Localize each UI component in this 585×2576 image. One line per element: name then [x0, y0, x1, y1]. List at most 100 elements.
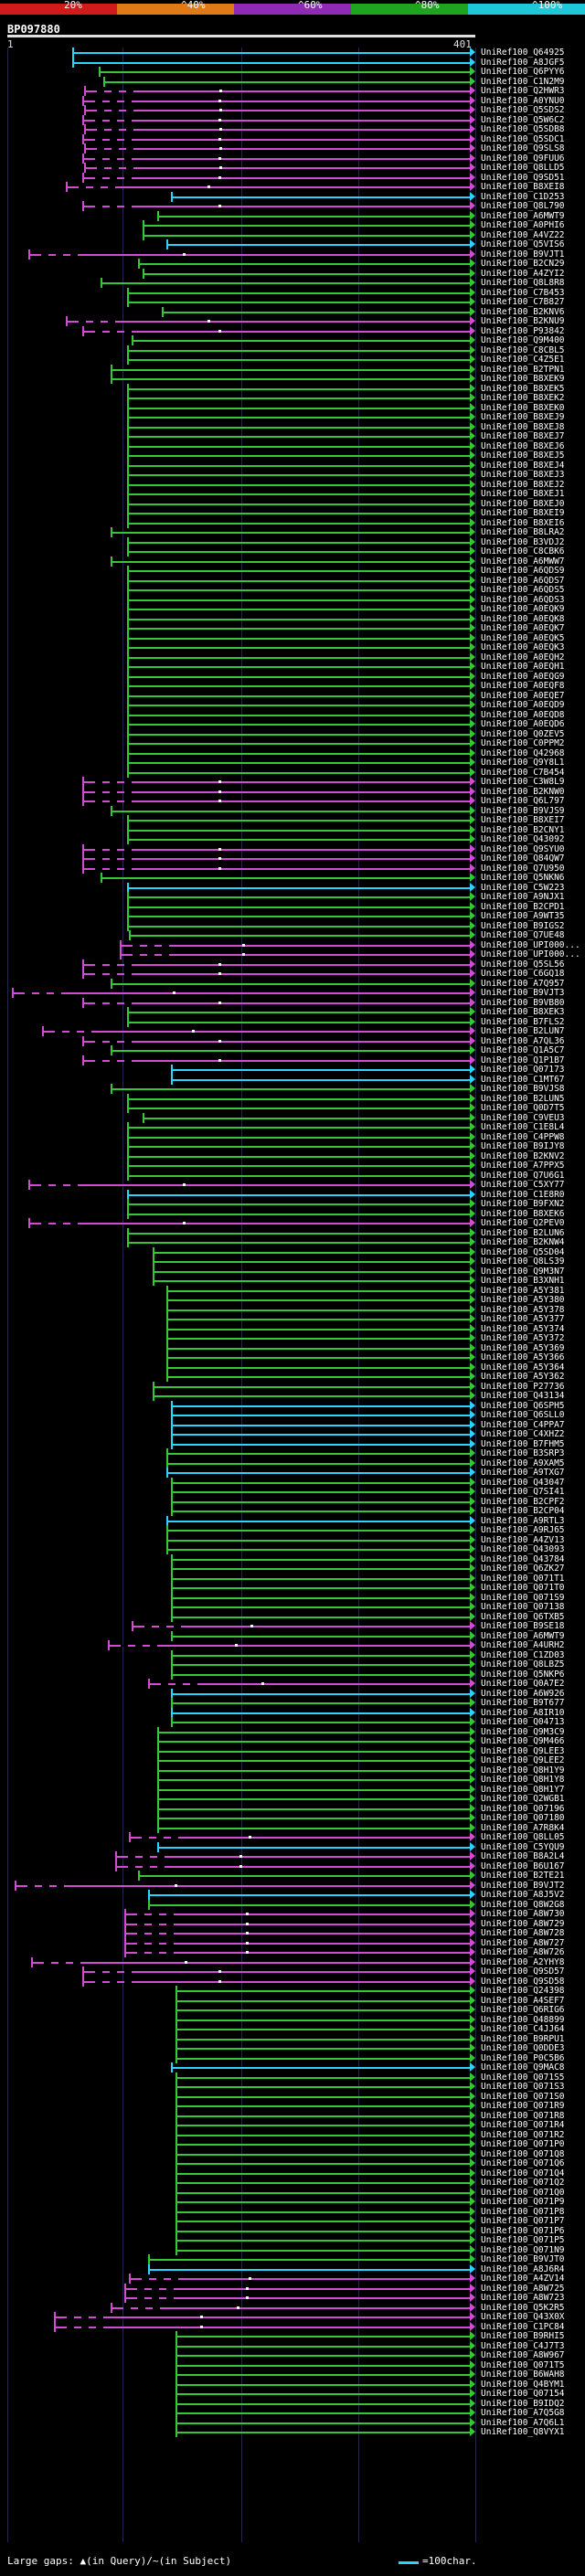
hit-row[interactable]: UniRef100_B8XEK2: [0, 393, 585, 403]
hit-alignment-line[interactable]: [124, 2287, 471, 2290]
hit-alignment-line[interactable]: [127, 349, 471, 352]
hit-alignment-line[interactable]: [171, 1635, 471, 1638]
hit-row[interactable]: UniRef100_B7FLS2: [0, 1016, 585, 1027]
hit-alignment-line[interactable]: [166, 1299, 471, 1301]
hit-accession-link[interactable]: UniRef100_Q1A5C7: [481, 1045, 565, 1055]
hit-row[interactable]: UniRef100_C1PC84: [0, 2321, 585, 2332]
hit-row[interactable]: UniRef100_Q8L8R8: [0, 278, 585, 288]
hit-alignment-line[interactable]: [157, 215, 471, 217]
hit-alignment-line[interactable]: [171, 1702, 471, 1704]
hit-accession-link[interactable]: UniRef100_Q43784: [481, 1553, 565, 1564]
hit-row[interactable]: UniRef100_Q42968: [0, 747, 585, 758]
hit-alignment-line[interactable]: [171, 1069, 471, 1071]
hit-alignment-line[interactable]: [166, 1357, 471, 1359]
hit-row[interactable]: UniRef100_P93842: [0, 325, 585, 336]
hit-alignment-line[interactable]: [176, 2134, 471, 2136]
hit-accession-link[interactable]: UniRef100_Q42968: [481, 747, 565, 758]
hit-alignment-line[interactable]: [127, 705, 471, 706]
hit-row[interactable]: UniRef100_B8XEK0: [0, 402, 585, 413]
hit-accession-link[interactable]: UniRef100_A6QDS3: [481, 594, 565, 605]
hit-row[interactable]: UniRef100_B8A2L4: [0, 1851, 585, 1861]
hit-row[interactable]: UniRef100_C7B454: [0, 767, 585, 778]
hit-row[interactable]: UniRef100_C3W8L9: [0, 777, 585, 787]
hit-row[interactable]: UniRef100_A9RTL3: [0, 1515, 585, 1526]
hit-accession-link[interactable]: UniRef100_A4SEF7: [481, 1995, 565, 2006]
hit-accession-link[interactable]: UniRef100_B9IJY8: [481, 1141, 565, 1151]
hit-accession-link[interactable]: UniRef100_A8W967: [481, 2350, 565, 2360]
hit-alignment-line[interactable]: [153, 1385, 471, 1388]
hit-row[interactable]: UniRef100_A0EQK5: [0, 632, 585, 643]
hit-row[interactable]: UniRef100_Q43784: [0, 1553, 585, 1564]
hit-accession-link[interactable]: UniRef100_Q8L8R8: [481, 278, 565, 288]
hit-alignment-line[interactable]: [176, 2172, 471, 2175]
hit-accession-link[interactable]: UniRef100_P0C5B6: [481, 2052, 565, 2063]
hit-accession-link[interactable]: UniRef100_C1E8L4: [481, 1122, 565, 1132]
hit-accession-link[interactable]: UniRef100_Q5SDC1: [481, 133, 565, 144]
hit-row[interactable]: UniRef100_A6MWW7: [0, 556, 585, 567]
hit-accession-link[interactable]: UniRef100_B2KNW4: [481, 1237, 565, 1247]
hit-alignment-line[interactable]: [54, 2326, 471, 2328]
hit-alignment-line[interactable]: [171, 1596, 471, 1599]
hit-accession-link[interactable]: UniRef100_A6W926: [481, 1688, 565, 1699]
hit-alignment-line[interactable]: [127, 455, 471, 457]
hit-accession-link[interactable]: UniRef100_B2CPD1: [481, 901, 565, 912]
hit-row[interactable]: UniRef100_A0EQK7: [0, 623, 585, 633]
hit-row[interactable]: UniRef100_B8XEJ6: [0, 440, 585, 451]
hit-alignment-line[interactable]: [176, 2402, 471, 2405]
hit-row[interactable]: UniRef100_UPI000...: [0, 949, 585, 959]
hit-accession-link[interactable]: UniRef100_B8A2L4: [481, 1851, 565, 1861]
hit-accession-link[interactable]: UniRef100_B9IGS2: [481, 920, 565, 931]
hit-alignment-line[interactable]: [157, 1750, 471, 1753]
hit-row[interactable]: UniRef100_Q7U6G1: [0, 1170, 585, 1181]
hit-row[interactable]: UniRef100_A8J5V2: [0, 1890, 585, 1900]
hit-row[interactable]: UniRef100_Q0D7T5: [0, 1103, 585, 1113]
hit-row[interactable]: UniRef100_Q5SDC1: [0, 133, 585, 144]
hit-alignment-line[interactable]: [120, 954, 471, 956]
hit-row[interactable]: UniRef100_C5W223: [0, 882, 585, 893]
hit-row[interactable]: UniRef100_Q071P9: [0, 2197, 585, 2207]
hit-accession-link[interactable]: UniRef100_Q07180: [481, 1813, 565, 1823]
hit-alignment-line[interactable]: [171, 1664, 471, 1666]
hit-alignment-line[interactable]: [111, 810, 471, 812]
hit-alignment-line[interactable]: [127, 579, 471, 582]
hit-alignment-line[interactable]: [176, 2364, 471, 2367]
hit-row[interactable]: UniRef100_Q0ZEV5: [0, 728, 585, 739]
hit-accession-link[interactable]: UniRef100_A8JGF5: [481, 57, 565, 68]
hit-alignment-line[interactable]: [176, 2345, 471, 2348]
hit-alignment-line[interactable]: [127, 656, 471, 659]
hit-accession-link[interactable]: UniRef100_B8XEK6: [481, 1208, 565, 1219]
hit-accession-link[interactable]: UniRef100_Q071P8: [481, 2206, 565, 2217]
hit-row[interactable]: UniRef100_B8XEI6: [0, 517, 585, 528]
hit-accession-link[interactable]: UniRef100_Q6L797: [481, 796, 565, 806]
hit-row[interactable]: UniRef100_Q8H1Y8: [0, 1775, 585, 1785]
hit-row[interactable]: UniRef100_Q1A5C7: [0, 1045, 585, 1055]
hit-accession-link[interactable]: UniRef100_Q9M3C9: [481, 1726, 565, 1737]
hit-row[interactable]: UniRef100_A5Y374: [0, 1323, 585, 1334]
hit-alignment-line[interactable]: [127, 551, 471, 553]
hit-accession-link[interactable]: UniRef100_Q7SI41: [481, 1487, 565, 1497]
hit-alignment-line[interactable]: [127, 724, 471, 726]
hit-accession-link[interactable]: UniRef100_B2LUN6: [481, 1227, 565, 1238]
hit-row[interactable]: UniRef100_Q9SD51: [0, 172, 585, 183]
hit-accession-link[interactable]: UniRef100_A8W727: [481, 1937, 565, 1948]
hit-row[interactable]: UniRef100_B8XEJ8: [0, 421, 585, 432]
hit-row[interactable]: UniRef100_B6WAH8: [0, 2369, 585, 2380]
hit-alignment-line[interactable]: [84, 90, 471, 92]
hit-alignment-line[interactable]: [124, 1942, 471, 1945]
hit-row[interactable]: UniRef100_Q071Q8: [0, 2148, 585, 2159]
hit-accession-link[interactable]: UniRef100_A4ZV14: [481, 2274, 565, 2284]
hit-accession-link[interactable]: UniRef100_Q7U6G1: [481, 1170, 565, 1181]
hit-alignment-line[interactable]: [82, 1002, 471, 1004]
hit-row[interactable]: UniRef100_A0YNU0: [0, 95, 585, 106]
hit-row[interactable]: UniRef100_Q5W6C2: [0, 114, 585, 125]
hit-alignment-line[interactable]: [166, 1472, 471, 1474]
hit-accession-link[interactable]: UniRef100_Q9SD51: [481, 172, 565, 183]
hit-row[interactable]: UniRef100_Q071R4: [0, 2120, 585, 2130]
hit-alignment-line[interactable]: [127, 1174, 471, 1177]
hit-alignment-line[interactable]: [176, 2163, 471, 2165]
hit-alignment-line[interactable]: [171, 1078, 471, 1081]
hit-alignment-line[interactable]: [171, 1558, 471, 1561]
hit-alignment-line[interactable]: [111, 2306, 471, 2309]
hit-alignment-line[interactable]: [127, 886, 471, 889]
hit-row[interactable]: UniRef100_A8W967: [0, 2350, 585, 2360]
